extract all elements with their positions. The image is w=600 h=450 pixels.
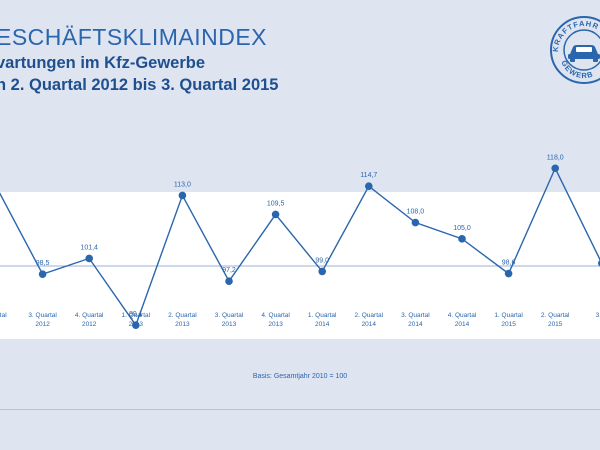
- x-tick-label-year: 2013: [129, 321, 144, 328]
- series-line: [0, 166, 600, 327]
- x-tick-label-year: 2014: [408, 321, 423, 328]
- data-point: [85, 254, 93, 263]
- x-tick-label-year: 2012: [35, 321, 50, 328]
- x-tick-label-year: 2013: [222, 321, 237, 328]
- data-point: [271, 210, 280, 219]
- data-point: [458, 235, 466, 243]
- data-label: 108,0: [407, 209, 425, 216]
- data-label: 89,1: [129, 311, 143, 318]
- data-label: 105,0: [453, 225, 471, 232]
- car-icon: [568, 45, 600, 62]
- data-point: [365, 182, 373, 190]
- x-tick-label-quarter: 2. Quartal: [541, 312, 570, 319]
- x-tick-label-quarter: 2. Quartal: [168, 312, 197, 319]
- data-point: [318, 267, 327, 276]
- x-tick-label-quarter: 3. Quartal: [401, 312, 430, 319]
- kraftfahrzeuggewerbe-logo: KRAFTFAHR GEWERB: [550, 16, 600, 84]
- x-tick-label-quarter: 4. Quartal: [75, 312, 104, 319]
- data-label: 98,6: [502, 260, 516, 267]
- x-tick-label-quarter: 3. Quartal: [28, 312, 57, 319]
- data-label: 118,0: [547, 154, 564, 161]
- x-tick-label-quarter: 4. Quartal: [261, 312, 290, 319]
- data-point: [225, 277, 233, 286]
- data-label: 97,2: [222, 267, 236, 274]
- x-tick-label-quarter: 1. Quartal: [494, 312, 523, 319]
- data-point: [178, 191, 187, 200]
- data-label: 101,4: [80, 244, 98, 251]
- data-label: 109,5: [267, 200, 285, 207]
- x-tick-label-year: 2014: [455, 321, 470, 328]
- data-point: [132, 321, 140, 329]
- x-tick-label-year: 2015: [548, 321, 563, 328]
- x-tick-label-quarter: 1. Quartal: [308, 312, 337, 319]
- x-tick-label-year: 2014: [362, 321, 377, 328]
- data-point: [504, 269, 513, 278]
- data-label: 113,0: [174, 181, 191, 188]
- chart-title: ESCHÄFTSKLIMAINDEX: [0, 24, 267, 50]
- chart-subtitle-line1: vartungen im Kfz-Gewerbe: [0, 54, 206, 72]
- x-tick-label-year: 2013: [268, 321, 283, 328]
- x-tick-label-quarter: Quartal: [0, 312, 7, 319]
- x-tick-label-quarter: 3. Quartal: [215, 312, 244, 319]
- footer-divider: [0, 409, 600, 410]
- chart-subtitle-line2: n 2. Quartal 2012 bis 3. Quartal 2015: [0, 76, 279, 94]
- x-tick-label-year: 2015: [501, 321, 516, 328]
- x-tick-label-year: 2012: [82, 321, 97, 328]
- basis-note: Basis: Gesamtjahr 2010 = 100: [252, 373, 348, 380]
- x-tick-label-year: 2014: [315, 321, 330, 328]
- plot-area: [0, 192, 600, 339]
- data-point: [411, 218, 420, 227]
- x-tick-label-year: 2013: [175, 321, 190, 328]
- data-point: [38, 270, 47, 278]
- x-tick-label-quarter: 4. Quartal: [448, 312, 477, 319]
- data-label: 98,5: [36, 260, 50, 267]
- data-point: [551, 164, 559, 173]
- x-tick-label-quarter: 2. Quartal: [355, 312, 384, 319]
- data-label: 114,7: [360, 172, 377, 179]
- x-tick-label-quarter: 1. Quartal: [122, 312, 151, 319]
- data-label: 99,0: [315, 257, 329, 264]
- x-tick-label-quarter: 3. Q: [596, 312, 600, 319]
